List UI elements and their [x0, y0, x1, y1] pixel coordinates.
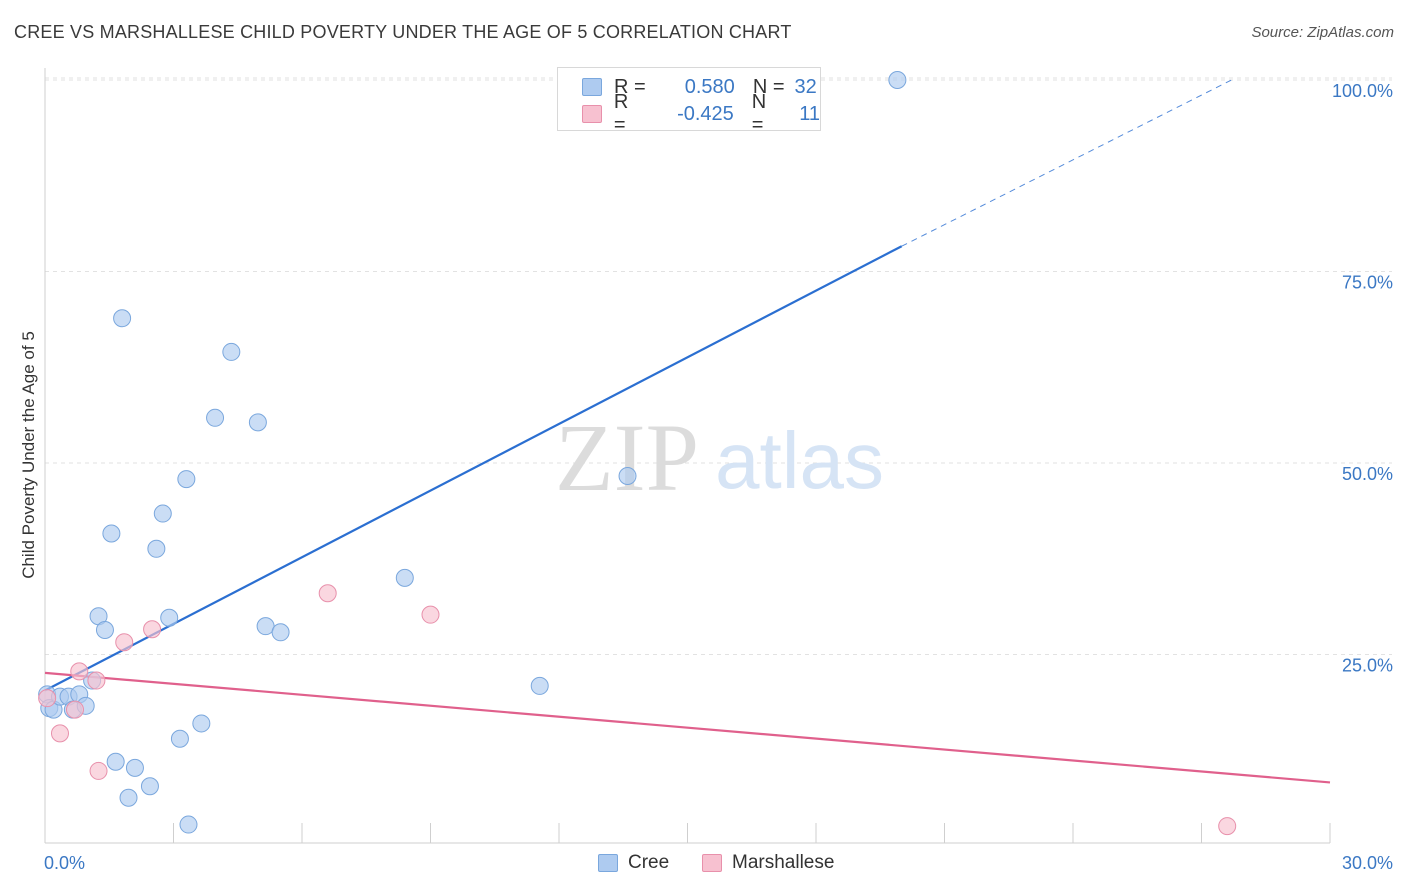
point-cree [102, 524, 121, 543]
series-name-cree: Cree [628, 852, 670, 873]
point-marshallese [87, 671, 106, 690]
point-cree [95, 620, 114, 639]
legend-swatch-cree [582, 78, 602, 96]
chart-source: Source: ZipAtlas.com [1251, 24, 1394, 41]
legend-n-value: 32 [794, 75, 817, 98]
point-cree [206, 408, 225, 427]
point-cree [530, 676, 549, 695]
point-marshallese [38, 689, 57, 708]
legend-r-label: R = [614, 75, 646, 98]
series-name-marshallese: Marshallese [732, 852, 835, 873]
y-tick-label: 50.0% [1342, 464, 1393, 484]
point-cree [113, 309, 132, 328]
watermark-atlas: atlas [715, 416, 884, 505]
point-cree [106, 752, 125, 771]
point-marshallese [318, 584, 337, 603]
trend-line-cree [44, 245, 903, 692]
point-marshallese [65, 700, 84, 719]
series-legend-marshallese[interactable]: Marshallese [702, 852, 834, 874]
point-marshallese [421, 605, 440, 624]
tick-labels: 25.0% 50.0% 75.0% 100.0% 0.0% 30.0% [44, 81, 1393, 873]
legend-r-value: -0.425 [677, 102, 734, 125]
point-cree [170, 729, 189, 748]
trend-extension-cree [901, 79, 1232, 247]
point-cree [192, 714, 211, 733]
point-cree [256, 617, 275, 636]
point-cree [160, 608, 179, 627]
x-tick-label: 30.0% [1342, 853, 1393, 873]
correlation-legend: R = 0.580 N = 32 R = -0.425 N = 11 [557, 67, 821, 136]
point-marshallese [115, 633, 134, 652]
legend-n-label: N = [752, 75, 785, 98]
point-marshallese [143, 620, 162, 639]
point-cree [271, 623, 290, 642]
legend-row-cree: R = 0.580 N = 32 [582, 74, 817, 100]
point-cree [179, 815, 198, 834]
point-cree [125, 758, 144, 777]
point-cree [153, 504, 172, 523]
point-cree [618, 467, 637, 486]
y-tick-label: 75.0% [1342, 273, 1393, 293]
trend-line-marshallese [44, 671, 1331, 784]
legend-r-value: 0.580 [684, 75, 735, 98]
x-tick-label: 0.0% [44, 853, 85, 873]
point-cree [395, 568, 414, 587]
point-marshallese [50, 724, 69, 743]
watermark-zip: ZIP [555, 404, 699, 511]
point-cree [248, 413, 267, 432]
point-cree [119, 788, 138, 807]
point-cree [222, 342, 241, 361]
point-marshallese [1218, 817, 1237, 836]
point-marshallese [89, 761, 108, 780]
point-cree [888, 71, 907, 89]
y-tick-label: 100.0% [1332, 81, 1393, 101]
chart-title: CREE VS MARSHALLESE CHILD POVERTY UNDER … [14, 22, 792, 42]
legend-swatch-marshallese [582, 105, 602, 123]
point-cree [147, 539, 166, 558]
trend-lines [44, 79, 1331, 784]
data-points [38, 71, 1237, 836]
legend-row-marshallese: R = -0.425 N = 11 [582, 91, 820, 136]
series-swatch-cree [598, 854, 618, 872]
series-legend: Cree Marshallese [0, 852, 1406, 878]
y-axis-label: Child Poverty Under the Age of 5 [19, 331, 38, 579]
point-cree [177, 470, 196, 489]
y-tick-label: 25.0% [1342, 656, 1393, 676]
watermark: ZIP atlas [555, 404, 884, 511]
legend-n-value: 11 [799, 102, 820, 125]
legend-n-label: N = [751, 91, 767, 136]
point-marshallese [70, 662, 89, 681]
series-legend-cree[interactable]: Cree [598, 852, 669, 874]
legend-r-label: R = [613, 91, 629, 136]
point-cree [140, 777, 159, 796]
grid-lines [45, 77, 1392, 655]
series-swatch-marshallese [702, 854, 722, 872]
